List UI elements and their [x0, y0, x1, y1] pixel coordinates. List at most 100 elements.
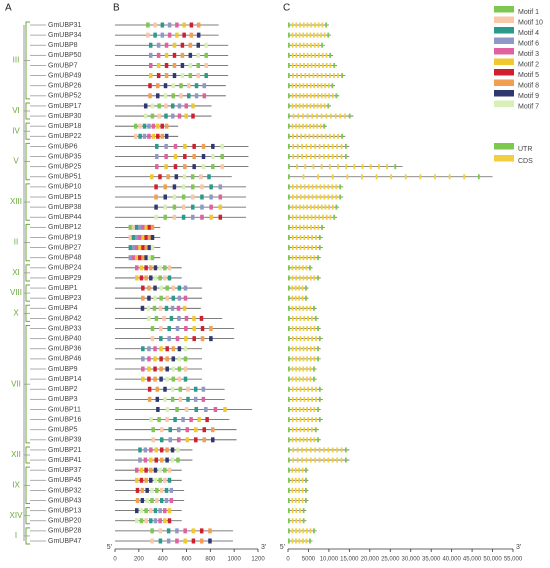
- motif-box: [176, 437, 181, 443]
- motif-box: [164, 42, 169, 48]
- exon: [314, 62, 317, 68]
- exon: [369, 164, 372, 170]
- motif-box: [191, 538, 196, 544]
- exon: [305, 103, 308, 109]
- exon: [288, 376, 290, 382]
- exon: [317, 204, 320, 210]
- exon: [288, 194, 290, 200]
- gene-name: GmUBP17: [48, 103, 82, 110]
- motif-box: [163, 194, 168, 200]
- motif-box: [142, 133, 147, 139]
- exon: [288, 487, 290, 493]
- motif-box: [160, 22, 165, 28]
- exon: [331, 174, 334, 180]
- exon: [295, 194, 298, 200]
- motif-box: [163, 83, 168, 89]
- motif-box: [147, 255, 152, 261]
- motif-box: [145, 498, 149, 504]
- exon: [309, 366, 312, 372]
- motif-box: [182, 22, 186, 28]
- motif-box: [184, 326, 188, 332]
- exon: [313, 305, 315, 311]
- exon: [288, 447, 290, 453]
- gene-name: GmUBP2: [48, 386, 78, 393]
- group-label: V: [13, 157, 19, 166]
- exon: [299, 315, 302, 321]
- motif-box: [153, 518, 158, 524]
- motif-box: [156, 406, 160, 412]
- exon: [314, 154, 317, 160]
- motif-box: [141, 366, 145, 372]
- exon: [291, 103, 294, 109]
- exon: [288, 52, 290, 58]
- exon: [344, 143, 347, 149]
- motif-box: [189, 22, 194, 28]
- motif-box: [175, 528, 179, 534]
- motif-box: [157, 113, 161, 119]
- motif-box: [194, 406, 198, 412]
- gene-name: GmUBP43: [48, 497, 82, 504]
- motif-box: [158, 528, 163, 534]
- motif-box: [200, 194, 204, 200]
- group-label: I: [15, 531, 17, 540]
- exon: [315, 234, 317, 240]
- exon: [331, 194, 334, 200]
- exon: [288, 457, 290, 463]
- legend-label: Motif 2: [518, 61, 539, 68]
- motif-box: [149, 457, 153, 463]
- exon: [295, 22, 298, 28]
- exon: [288, 477, 290, 483]
- exon: [323, 103, 326, 109]
- motif-box: [192, 164, 196, 170]
- motif-box: [131, 234, 136, 240]
- motif-box: [196, 32, 201, 38]
- gene-name: GmUBP46: [48, 356, 82, 363]
- motif-box: [159, 457, 164, 463]
- exon: [296, 154, 299, 160]
- exon: [315, 336, 317, 342]
- exon: [303, 396, 306, 402]
- exon: [303, 315, 306, 321]
- motif-box: [164, 164, 168, 170]
- motif-box: [171, 366, 176, 372]
- legend-label: Motif 3: [518, 51, 539, 58]
- motif-box: [196, 42, 201, 48]
- motif-box: [191, 184, 195, 190]
- exon: [318, 234, 321, 240]
- exon: [309, 103, 312, 109]
- gene-name: GmUBP42: [48, 315, 82, 322]
- motif-box: [154, 194, 158, 200]
- motif-box: [188, 52, 193, 58]
- exon: [288, 315, 290, 321]
- exon: [291, 255, 294, 261]
- exon: [295, 518, 298, 524]
- exon: [316, 123, 319, 129]
- group-label: VIII: [10, 288, 22, 297]
- exon: [288, 103, 290, 109]
- motif-box: [183, 285, 188, 291]
- x-tick-label: 0: [286, 557, 290, 563]
- exon: [353, 164, 356, 170]
- axis-end: 5': [107, 544, 112, 551]
- exon: [325, 62, 328, 68]
- motif-box: [153, 265, 158, 271]
- motif-box: [183, 295, 188, 301]
- exon: [333, 62, 336, 68]
- exon: [313, 275, 316, 281]
- motif-box: [156, 93, 160, 99]
- motif-box: [182, 305, 187, 311]
- x-tick-label: 5000: [302, 557, 316, 563]
- gene-name: GmUBP40: [48, 335, 82, 342]
- exon: [291, 123, 294, 129]
- exon: [327, 194, 330, 200]
- exon: [298, 32, 301, 38]
- exon: [331, 154, 334, 160]
- exon: [291, 245, 294, 251]
- exon: [288, 508, 290, 514]
- exon: [305, 457, 308, 463]
- motif-box: [153, 376, 157, 382]
- exon: [298, 346, 301, 352]
- exon: [302, 93, 305, 99]
- motif-box: [179, 83, 183, 89]
- exon: [320, 133, 323, 139]
